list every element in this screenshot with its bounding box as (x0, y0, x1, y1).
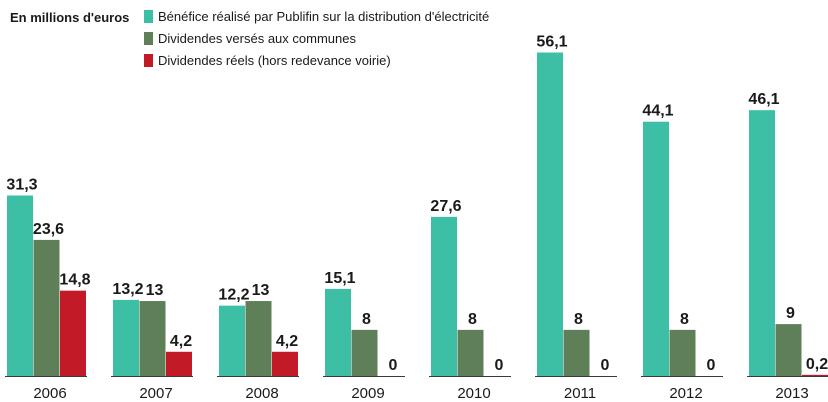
value-label-2009-series-1: 15,1 (324, 270, 355, 287)
bar-2006-series-1 (7, 195, 33, 376)
legend-swatch-1 (144, 10, 153, 23)
value-label-2007-series-1: 13,2 (112, 281, 143, 298)
x-tick-2011: 2011 (564, 385, 596, 402)
x-tick-2012: 2012 (669, 385, 702, 402)
legend-swatch-2 (144, 32, 153, 45)
value-label-2010-series-3: 0 (495, 357, 504, 374)
value-label-2008-series-1: 12,2 (218, 287, 249, 304)
value-label-2013-series-2: 9 (786, 305, 795, 322)
value-label-2007-series-3: 4,2 (170, 333, 192, 350)
value-label-2011-series-2: 8 (574, 311, 583, 328)
x-tick-2013: 2013 (775, 385, 808, 402)
value-label-2006-series-1: 31,3 (6, 177, 37, 194)
value-label-2006-series-3: 14,8 (59, 272, 90, 289)
bar-2011-series-1 (537, 52, 563, 376)
bar-2006-series-2 (33, 239, 60, 376)
bar-2008-series-1 (219, 305, 245, 376)
value-label-2012-series-1: 44,1 (642, 103, 673, 120)
bar-2012-series-1 (643, 121, 669, 376)
value-label-2012-series-2: 8 (680, 311, 689, 328)
value-label-2008-series-3: 4,2 (276, 333, 298, 350)
value-label-2011-series-1: 56,1 (536, 34, 567, 51)
legend-label-1: Bénéfice réalisé par Publifin sur la dis… (158, 9, 489, 24)
value-label-2009-series-3: 0 (389, 357, 398, 374)
bar-2008-series-2 (245, 301, 272, 376)
bar-2007-series-2 (139, 301, 166, 376)
bar-2008-series-3 (272, 351, 298, 376)
bar-2007-series-3 (166, 351, 192, 376)
value-label-2012-series-3: 0 (707, 357, 716, 374)
value-label-2008-series-2: 13 (252, 282, 270, 299)
value-label-2013-series-1: 46,1 (748, 91, 779, 108)
value-label-2013-series-3: 0,2 (806, 356, 828, 373)
value-label-2010-series-1: 27,6 (430, 198, 461, 215)
x-tick-2008: 2008 (245, 385, 278, 402)
x-tick-2009: 2009 (351, 385, 384, 402)
x-tick-2010: 2010 (457, 385, 490, 402)
bar-2011-series-2 (563, 329, 590, 376)
bar-2009-series-1 (325, 288, 351, 376)
value-label-2011-series-3: 0 (601, 357, 610, 374)
legend: Bénéfice réalisé par Publifin sur la dis… (144, 9, 489, 68)
bar-2009-series-2 (351, 329, 378, 376)
x-tick-2007: 2007 (139, 385, 172, 402)
bar-2010-series-2 (457, 329, 484, 376)
bar-2006-series-3 (60, 290, 86, 376)
value-label-2006-series-2: 23,6 (33, 221, 64, 238)
x-tick-2006: 2006 (33, 385, 66, 402)
unit-label: En millions d'euros (10, 10, 129, 25)
value-label-2010-series-2: 8 (468, 311, 477, 328)
bar-2012-series-2 (669, 329, 696, 376)
bar-2010-series-1 (431, 216, 457, 376)
legend-label-3: Dividendes réels (hors redevance voirie) (158, 53, 391, 68)
bar-2013-series-2 (775, 324, 802, 376)
legend-label-2: Dividendes versés aux communes (158, 31, 356, 46)
bar-2013-series-1 (749, 110, 775, 376)
legend-swatch-3 (144, 54, 153, 67)
bar-2007-series-1 (113, 299, 139, 376)
value-label-2009-series-2: 8 (362, 311, 371, 328)
value-label-2007-series-2: 13 (146, 282, 164, 299)
bar-2013-series-3 (802, 374, 828, 376)
